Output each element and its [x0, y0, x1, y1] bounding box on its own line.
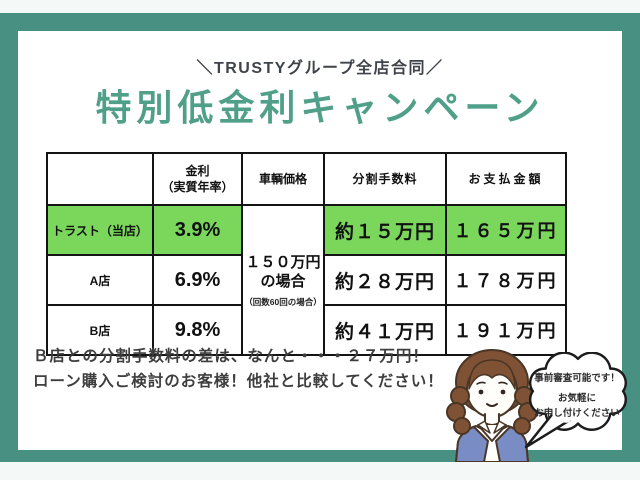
cell-rate-trust: 3.9%	[152, 204, 243, 256]
cell-fee-b: 約４１万円	[323, 304, 447, 356]
speech-bubble: 事前審査可能です！ お気軽に お申し付けください	[523, 351, 630, 450]
eye-left	[478, 389, 484, 395]
cell-total-b: １９１万円	[445, 304, 567, 356]
cell-rate-a: 6.9%	[152, 254, 243, 306]
price-note: （回数60回の場合）	[244, 296, 322, 307]
speech-bubble-text: 事前審査可能です！ お気軽に お申し付けください	[531, 362, 623, 430]
campaign-title: 特別低金利キャンペーン	[95, 87, 545, 128]
cell-vehicle-price: １５０万円 の場合 （回数60回の場合）	[241, 204, 325, 356]
cell-total-a: １７８万円	[445, 254, 567, 306]
header-fee: 分割手数料	[323, 152, 447, 206]
header-store	[46, 152, 154, 206]
mouth	[486, 403, 498, 407]
header-total: お支払金額	[445, 152, 567, 206]
group-tagline: ＼TRUSTYグループ全店合同／	[196, 60, 444, 77]
speech-bubble-shape	[524, 351, 628, 449]
hair-curl	[513, 417, 531, 435]
bubble-line-2: お気軽に	[557, 392, 596, 404]
cell-store-a: A店	[46, 254, 154, 306]
hair-curl	[453, 417, 471, 435]
bubble-line-3: お申し付けください	[534, 408, 620, 420]
cell-total-trust: １６５万円	[445, 204, 567, 256]
cell-store-trust: トラスト（当店）	[46, 204, 154, 256]
header-rate: 金利 （実質年率）	[152, 152, 243, 206]
comparison-message: Ｂ店との分割手数料の差は、なんと・・・２７万円！ ローン購入ご検討のお客様！他社…	[33, 344, 493, 394]
staff-woman-illustration	[446, 349, 538, 462]
cell-fee-trust: 約１５万円	[323, 204, 447, 256]
table-header-row: 金利 （実質年率） 車輌価格 分割手数料 お支払金額	[46, 152, 567, 206]
cell-store-b: B店	[46, 304, 154, 356]
campaign-card: ＼TRUSTYグループ全店合同／ 特別低金利キャンペーン 金利 （実質年率） 車…	[18, 31, 622, 450]
table-row-trust: トラスト（当店） 3.9% １５０万円 の場合 （回数60回の場合） 約１５万円…	[46, 204, 567, 356]
message-line-2: ローン購入ご検討のお客様！他社と比較してください！	[33, 373, 444, 390]
cell-rate-b: 9.8%	[152, 304, 243, 356]
loan-comparison-table: 金利 （実質年率） 車輌価格 分割手数料 お支払金額 トラスト（当店） 3.9%…	[46, 152, 567, 356]
table-row-shop-b: B店 9.8% 約４１万円 １９１万円	[46, 304, 567, 356]
table-row-shop-a: A店 6.9% 約２８万円 １７８万円	[46, 254, 567, 306]
cell-fee-a: 約２８万円	[323, 254, 447, 306]
eye-right	[500, 389, 506, 395]
neck	[484, 413, 500, 426]
bubble-line-1: 事前審査可能です！	[534, 372, 620, 384]
header-price: 車輌価格	[241, 152, 325, 206]
hair-bangs	[468, 359, 516, 390]
message-line-1: Ｂ店との分割手数料の差は、なんと・・・２７万円！	[33, 348, 429, 365]
